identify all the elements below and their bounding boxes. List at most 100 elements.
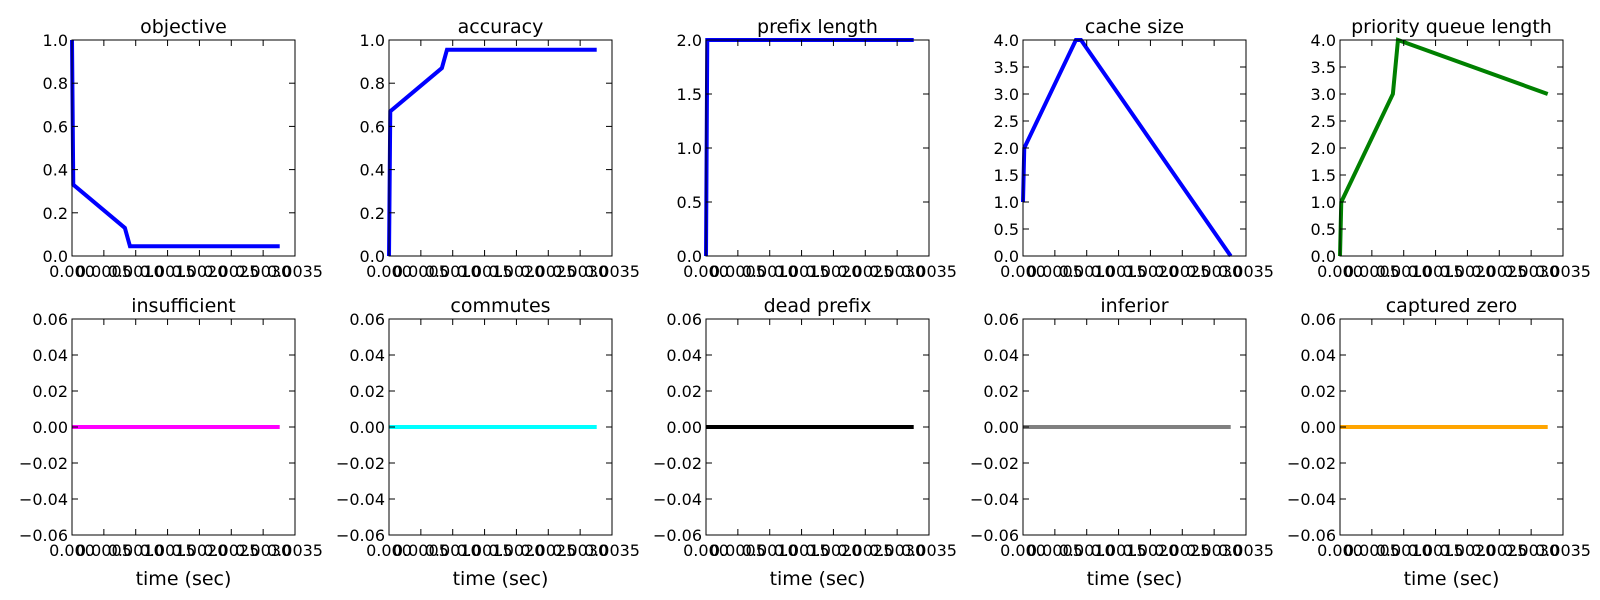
y-tick-label: 1.5 <box>677 85 702 104</box>
y-tick-label: 3.5 <box>994 58 1019 77</box>
y-tick-label: −0.06 <box>19 526 68 545</box>
x-tick-label: 0.0015 <box>457 262 513 281</box>
x-axis-label: time (sec) <box>1087 568 1183 590</box>
y-tick-label: 0.04 <box>1300 346 1336 365</box>
x-tick-label: 0.000 <box>49 262 95 281</box>
y-tick-label: 2.5 <box>994 112 1019 131</box>
y-tick-label: 2.0 <box>994 139 1019 158</box>
x-tick-label: 0.0025 <box>203 541 259 560</box>
chart-title: inferior <box>1100 295 1168 317</box>
x-tick-label: 0.0030 <box>1186 541 1242 560</box>
x-tick-label: 0.0025 <box>1471 262 1527 281</box>
subplot-priority-queue-length: priority queue length0.0000.00050.00100.… <box>1311 16 1591 281</box>
y-tick-label: 0.02 <box>983 382 1019 401</box>
y-tick-label: 0.4 <box>360 161 385 180</box>
x-tick-label: 0.0025 <box>1471 541 1527 560</box>
y-tick-label: 0.06 <box>1300 310 1336 329</box>
y-tick-label: 0.00 <box>666 418 702 437</box>
y-tick-label: −0.04 <box>970 490 1019 509</box>
x-tick-label: 0.000 <box>1000 262 1046 281</box>
y-tick-label: 0.04 <box>983 346 1019 365</box>
x-tick-label: 0.0020 <box>488 262 544 281</box>
y-tick-label: −0.02 <box>970 454 1019 473</box>
x-tick-label: 0.0010 <box>1376 262 1432 281</box>
x-tick-label: 0.0030 <box>1503 262 1559 281</box>
y-tick-label: −0.02 <box>19 454 68 473</box>
y-tick-label: −0.06 <box>336 526 385 545</box>
x-tick-label: 0.0025 <box>203 262 259 281</box>
x-tick-label: 0.0010 <box>742 541 798 560</box>
x-tick-label: 0.0010 <box>425 541 481 560</box>
y-tick-label: 0.00 <box>349 418 385 437</box>
y-tick-label: 4.0 <box>1311 31 1336 50</box>
x-tick-label: 0.0020 <box>1439 541 1495 560</box>
x-tick-label: 0.0020 <box>805 541 861 560</box>
y-tick-label: 0.06 <box>349 310 385 329</box>
y-tick-label: −0.04 <box>653 490 702 509</box>
chart-title: objective <box>140 16 227 38</box>
y-tick-label: 1.0 <box>677 139 702 158</box>
x-tick-label: 0.0005 <box>710 541 766 560</box>
y-tick-label: 4.0 <box>994 31 1019 50</box>
series-line <box>1021 38 1233 258</box>
chart-title: dead prefix <box>764 295 872 317</box>
y-tick-label: −0.02 <box>1287 454 1336 473</box>
plot-frame <box>388 39 613 257</box>
x-tick-label: 0.0020 <box>1122 541 1178 560</box>
y-tick-label: 0.2 <box>43 204 68 223</box>
subplot-accuracy: accuracy0.0000.00050.00100.00150.00200.0… <box>360 16 640 281</box>
x-tick-label: 0.0015 <box>1091 541 1147 560</box>
x-tick-label: 0.0035 <box>584 541 640 560</box>
x-tick-label: 0.0015 <box>774 541 830 560</box>
x-tick-label: 0.0020 <box>171 541 227 560</box>
y-tick-label: 1.0 <box>43 31 68 50</box>
x-tick-label: 0.0030 <box>1503 541 1559 560</box>
y-tick-label: 0.06 <box>32 310 68 329</box>
y-tick-label: 0.0 <box>994 247 1019 266</box>
y-tick-label: 0.06 <box>983 310 1019 329</box>
y-tick-label: −0.04 <box>19 490 68 509</box>
y-tick-label: 1.5 <box>1311 166 1336 185</box>
x-tick-label: 0.0035 <box>1218 262 1274 281</box>
x-tick-label: 0.000 <box>1000 541 1046 560</box>
x-tick-label: 0.0035 <box>901 262 957 281</box>
y-tick-label: 0.02 <box>32 382 68 401</box>
x-tick-label: 0.000 <box>683 262 729 281</box>
subplot-cache-size: cache size0.0000.00050.00100.00150.00200… <box>994 16 1274 281</box>
y-tick-label: 3.0 <box>1311 85 1336 104</box>
x-tick-label: 0.0025 <box>837 541 893 560</box>
y-tick-label: 0.0 <box>360 247 385 266</box>
x-tick-label: 0.0025 <box>520 262 576 281</box>
x-tick-label: 0.0030 <box>1186 262 1242 281</box>
x-tick-label: 0.0015 <box>457 541 513 560</box>
x-tick-label: 0.0010 <box>1376 541 1432 560</box>
y-tick-label: 0.02 <box>349 382 385 401</box>
x-tick-label: 0.0020 <box>488 541 544 560</box>
y-tick-label: 0.5 <box>994 220 1019 239</box>
x-tick-label: 0.0015 <box>774 262 830 281</box>
x-tick-label: 0.0010 <box>108 541 164 560</box>
y-tick-label: −0.04 <box>336 490 385 509</box>
y-tick-label: −0.04 <box>1287 490 1336 509</box>
x-tick-label: 0.0020 <box>1439 262 1495 281</box>
x-tick-label: 0.0010 <box>425 262 481 281</box>
plot-frame <box>705 39 930 257</box>
plot-frame <box>1022 39 1247 257</box>
chart-title: accuracy <box>458 16 544 38</box>
x-tick-label: 0.0030 <box>235 541 291 560</box>
x-tick-label: 0.000 <box>366 262 412 281</box>
x-axis-label: time (sec) <box>770 568 866 590</box>
y-tick-label: 3.5 <box>1311 58 1336 77</box>
x-tick-label: 0.0005 <box>710 262 766 281</box>
x-tick-label: 0.0010 <box>1059 541 1115 560</box>
x-tick-label: 0.000 <box>366 541 412 560</box>
y-tick-label: −0.06 <box>1287 526 1336 545</box>
x-tick-label: 0.0010 <box>108 262 164 281</box>
x-tick-label: 0.0005 <box>76 541 132 560</box>
y-tick-label: 0.06 <box>666 310 702 329</box>
y-tick-label: 0.0 <box>43 247 68 266</box>
x-tick-label: 0.0030 <box>235 262 291 281</box>
y-tick-label: 0.02 <box>666 382 702 401</box>
y-tick-label: 2.0 <box>677 31 702 50</box>
